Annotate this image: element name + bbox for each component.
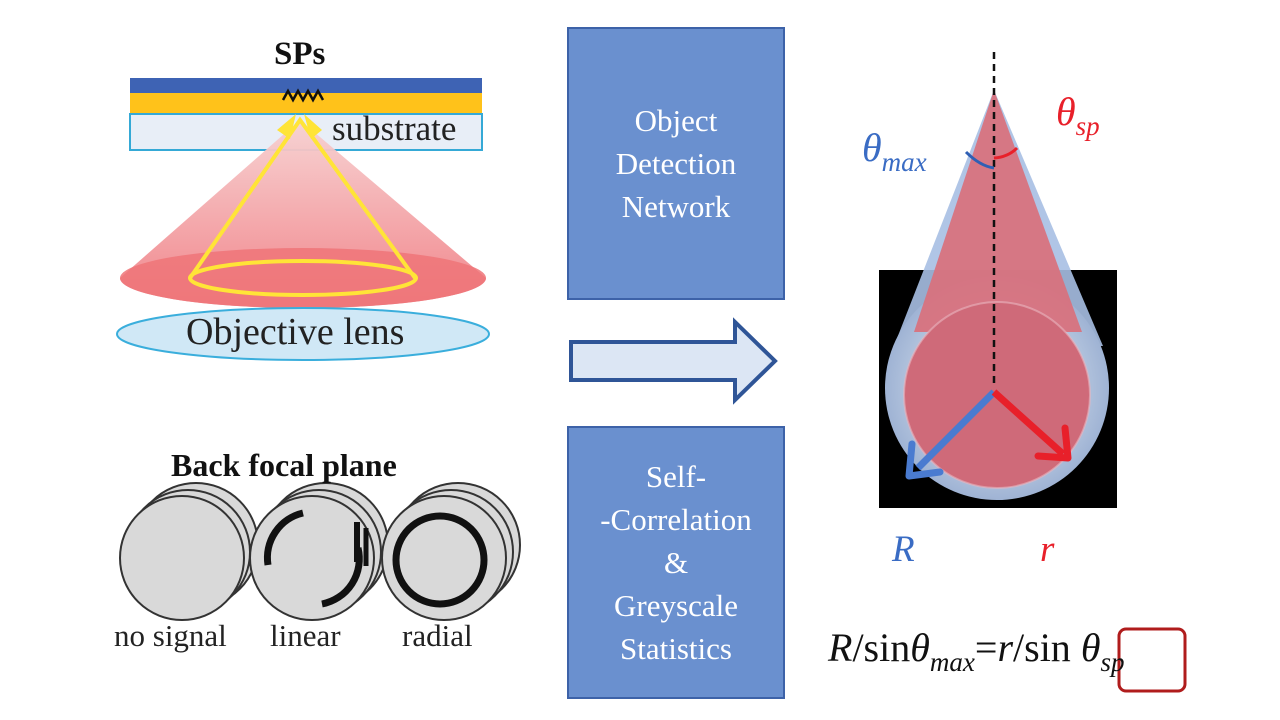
- theta-sp-highlight-box: [1117, 627, 1187, 693]
- ray-arrow-right-icon: [304, 114, 322, 139]
- right-arrow-icon: [569, 317, 778, 405]
- sp-wave-icon: [281, 88, 325, 103]
- theta-max-label: θmax: [862, 125, 927, 177]
- cone-base-ellipse: [120, 248, 486, 308]
- metal-layer-blue: [130, 78, 482, 93]
- substrate-label: substrate: [332, 109, 457, 148]
- objective-lens-label: Objective lens: [186, 311, 405, 353]
- box-line: Self-: [645, 459, 707, 494]
- metal-layer-gold: [130, 93, 482, 113]
- sp-excitation-schematic: [116, 78, 490, 361]
- r-label: r: [1040, 529, 1055, 570]
- bfp-no-signal: [119, 482, 259, 621]
- bfp-radial: [381, 482, 521, 621]
- bfp-patterns: [119, 482, 521, 621]
- bfp-title: Back focal plane: [171, 447, 397, 483]
- bfp-label-no-signal: no signal: [114, 618, 227, 653]
- formula: R/sinθmax=r/sin θsp: [828, 625, 1125, 677]
- theta-sp-label: θsp: [1056, 89, 1100, 141]
- bfp-label-linear: linear: [270, 618, 341, 653]
- cone-geometry: [879, 52, 1117, 508]
- box-line: Greyscale: [614, 588, 738, 623]
- theta-sp-arc: [993, 146, 1019, 160]
- R-label: R: [892, 529, 915, 570]
- self-correlation-box: Self- -Correlation & Greyscale Statistic…: [567, 426, 785, 699]
- bfp-linear: [249, 482, 389, 621]
- r-vector-arrowhead-icon: [1034, 424, 1072, 462]
- box-line: Statistics: [620, 631, 732, 666]
- box-line: -Correlation: [600, 502, 752, 537]
- yellow-ray-ring: [188, 259, 418, 297]
- theta-max-arc: [964, 150, 995, 170]
- bfp-label-radial: radial: [402, 618, 473, 653]
- R-vector-arrowhead-icon: [905, 440, 944, 480]
- box-line: Network: [621, 189, 731, 224]
- yellow-ray-cone: [188, 116, 417, 280]
- r-vector-line: [991, 389, 1066, 457]
- box-line: &: [663, 545, 689, 580]
- objective-lens-shape: [116, 307, 490, 361]
- R-vector-line: [915, 389, 997, 471]
- sps-label: SPs: [274, 36, 326, 72]
- object-detection-network-box: Object Detection Network: [567, 27, 785, 300]
- box-line: Detection: [615, 146, 737, 181]
- box-line: Object: [634, 103, 718, 138]
- ray-arrow-left-icon: [277, 114, 296, 139]
- theta-sp-cone: [914, 90, 1082, 332]
